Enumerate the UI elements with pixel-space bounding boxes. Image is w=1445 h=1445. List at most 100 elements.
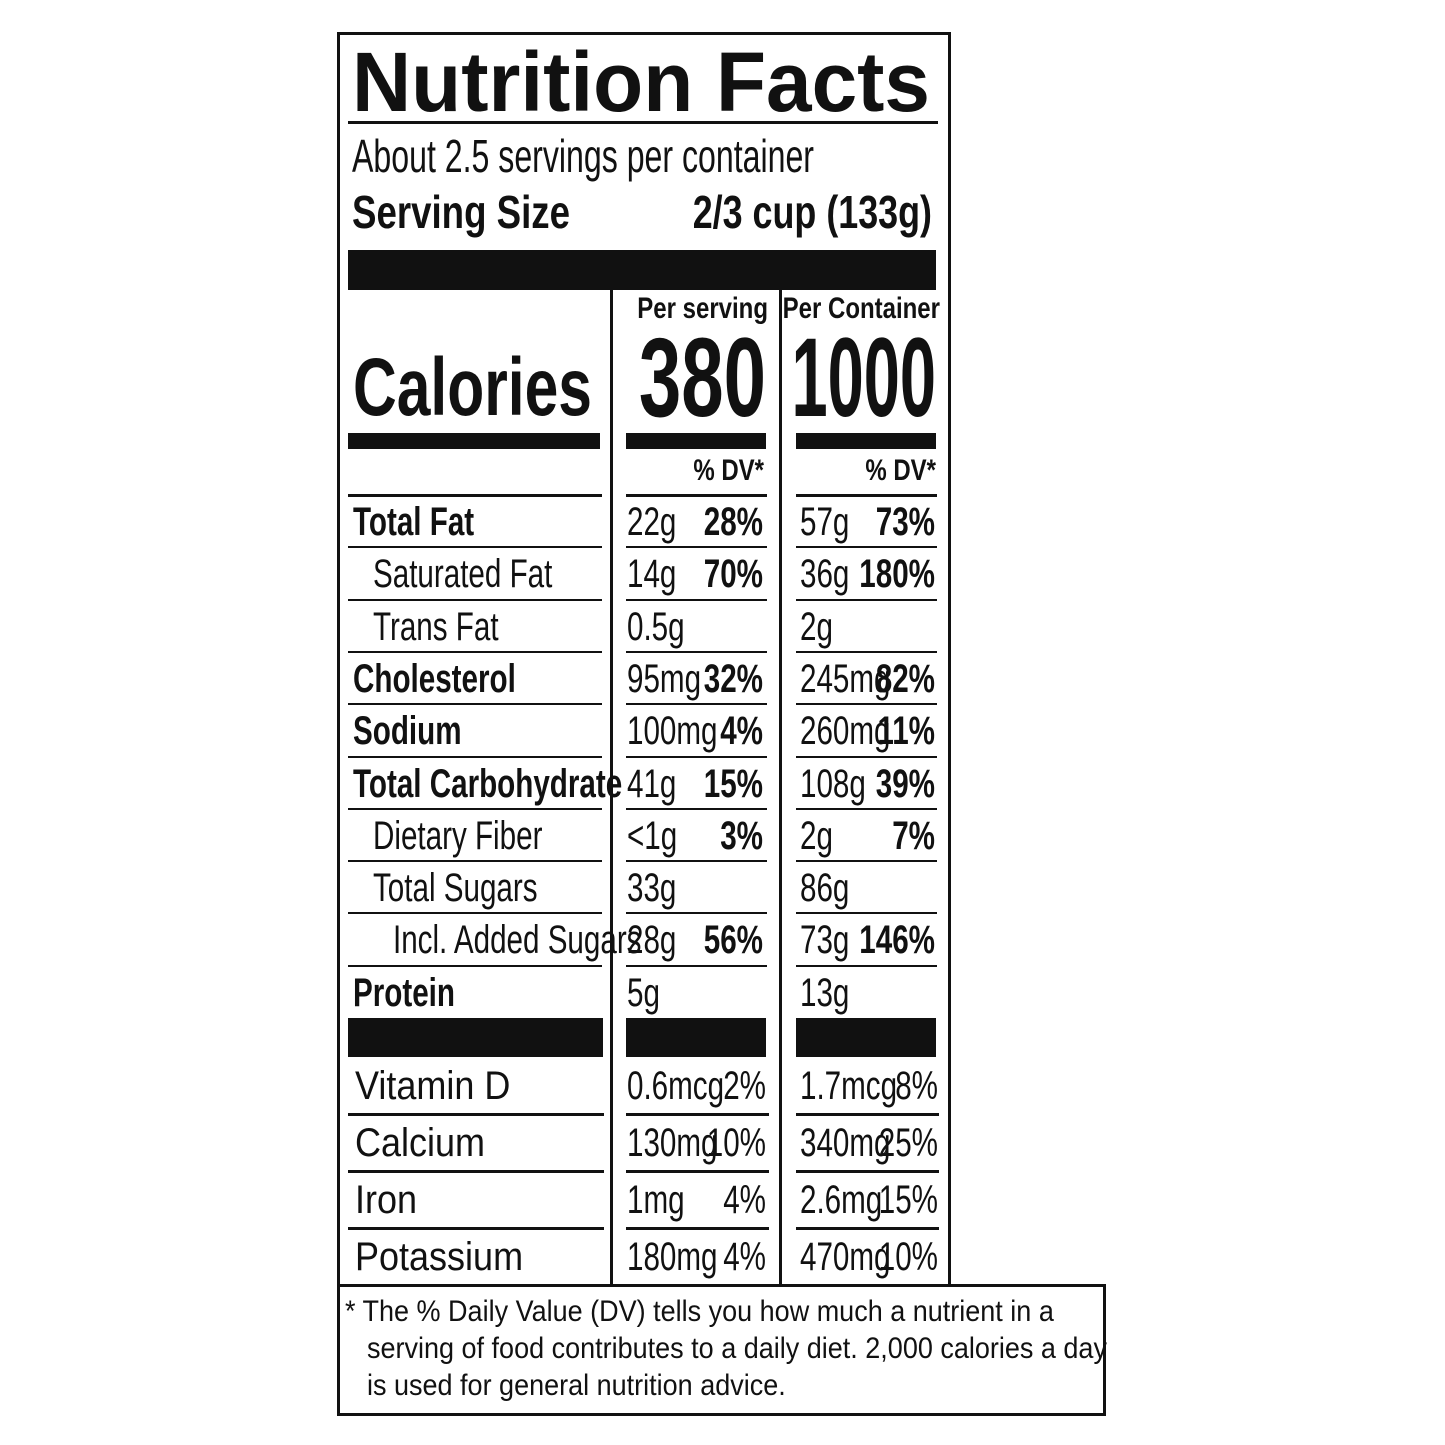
row-rule	[796, 703, 937, 706]
daily-value: 7%	[892, 813, 935, 858]
row-rule	[348, 964, 602, 967]
row-rule	[796, 598, 937, 601]
amount: 1.7mcg	[800, 1064, 898, 1108]
row-rule	[348, 1113, 604, 1116]
row-rule	[348, 1170, 604, 1173]
row-rule	[348, 546, 602, 549]
daily-value: 82%	[875, 656, 935, 701]
amount: 95mg	[627, 656, 702, 701]
amount: 73g	[800, 918, 850, 963]
amount: 245mg	[800, 656, 891, 701]
daily-value: 4%	[723, 1178, 766, 1222]
row-rule	[626, 1113, 769, 1116]
amount: 100mg	[627, 709, 718, 754]
daily-value: 146%	[859, 918, 935, 963]
row-rule	[796, 1170, 939, 1173]
amount: 2.6mg	[800, 1178, 883, 1222]
daily-value: 15%	[878, 1178, 938, 1222]
vitamin-bar	[348, 1018, 603, 1057]
row-rule	[796, 807, 937, 810]
row-rule	[626, 807, 767, 810]
amount: 57g	[800, 500, 850, 544]
daily-value: 28%	[703, 500, 763, 544]
amount: 14g	[627, 552, 677, 597]
calories-bar	[348, 433, 600, 449]
amount: 36g	[800, 552, 850, 597]
calories-value: 380	[638, 315, 766, 440]
row-rule	[626, 964, 767, 967]
footnote-line: * The % Daily Value (DV) tells you how m…	[345, 1295, 1054, 1328]
thick-bar	[348, 250, 936, 290]
amount: 86g	[800, 866, 850, 911]
daily-value: 3%	[720, 813, 763, 858]
calories-value: 1000	[791, 315, 936, 440]
nutrient-name: Incl. Added Sugars	[393, 918, 642, 963]
daily-value: 180%	[859, 552, 935, 597]
vitamin-name: Potassium	[355, 1235, 524, 1279]
amount: 340mg	[800, 1121, 891, 1165]
row-rule	[626, 755, 767, 758]
nutrient-name: Saturated Fat	[373, 552, 553, 597]
amount: 2g	[800, 604, 833, 649]
amount: 13g	[800, 970, 850, 1015]
title-rule	[348, 121, 938, 124]
amount: 1mg	[627, 1178, 685, 1222]
row-rule	[796, 546, 937, 549]
row-rule	[348, 494, 602, 497]
nutrient-name: Total Carbohydrate	[353, 761, 623, 806]
daily-value: 25%	[878, 1121, 938, 1165]
daily-value: 2%	[723, 1064, 766, 1108]
daily-value: 10%	[706, 1121, 766, 1165]
amount: 28g	[627, 918, 677, 963]
vitamin-name: Iron	[355, 1178, 418, 1222]
row-rule	[626, 494, 767, 497]
amount: 22g	[627, 500, 677, 544]
servings-per-container: About 2.5 servings per container	[352, 130, 814, 182]
daily-value: 10%	[878, 1235, 938, 1279]
dv-header: % DV*	[693, 454, 764, 487]
row-rule	[626, 650, 767, 653]
daily-value: 56%	[703, 918, 763, 963]
row-rule	[796, 1227, 939, 1230]
row-rule	[626, 546, 767, 549]
amount: 2g	[800, 813, 833, 858]
amount: 470mg	[800, 1235, 891, 1279]
daily-value: 15%	[703, 761, 763, 806]
daily-value: 73%	[875, 500, 935, 544]
vitamin-bar	[626, 1018, 766, 1057]
row-rule	[796, 1113, 939, 1116]
row-rule	[348, 598, 602, 601]
amount: 130mg	[627, 1121, 718, 1165]
row-rule	[348, 1227, 604, 1230]
row-rule	[626, 912, 767, 915]
nutrient-name: Total Fat	[353, 500, 475, 544]
daily-value: 70%	[703, 552, 763, 597]
footnote-box	[337, 1284, 1106, 1416]
nutrient-name: Sodium	[353, 709, 462, 754]
serving-size-value: 2/3 cup (133g)	[692, 186, 932, 238]
nutrient-name: Cholesterol	[353, 656, 516, 701]
amount: 5g	[627, 970, 660, 1015]
column-divider	[779, 290, 782, 1285]
column-header: Per serving	[637, 292, 768, 325]
row-rule	[796, 912, 937, 915]
row-rule	[348, 912, 602, 915]
row-rule	[348, 703, 602, 706]
column-divider	[610, 290, 613, 1285]
amount: 0.5g	[627, 604, 685, 649]
row-rule	[626, 1170, 769, 1173]
column-header: Per Container	[782, 292, 940, 325]
daily-value: 39%	[875, 761, 935, 806]
row-rule	[348, 807, 602, 810]
row-rule	[796, 494, 937, 497]
amount: 41g	[627, 761, 677, 806]
nutrient-name: Total Sugars	[373, 866, 538, 911]
row-rule	[348, 650, 602, 653]
row-rule	[796, 755, 937, 758]
serving-size-label: Serving Size	[352, 186, 570, 238]
row-rule	[626, 703, 767, 706]
daily-value: 8%	[895, 1064, 938, 1108]
amount: 0.6mcg	[627, 1064, 725, 1108]
vitamin-name: Calcium	[355, 1121, 486, 1165]
